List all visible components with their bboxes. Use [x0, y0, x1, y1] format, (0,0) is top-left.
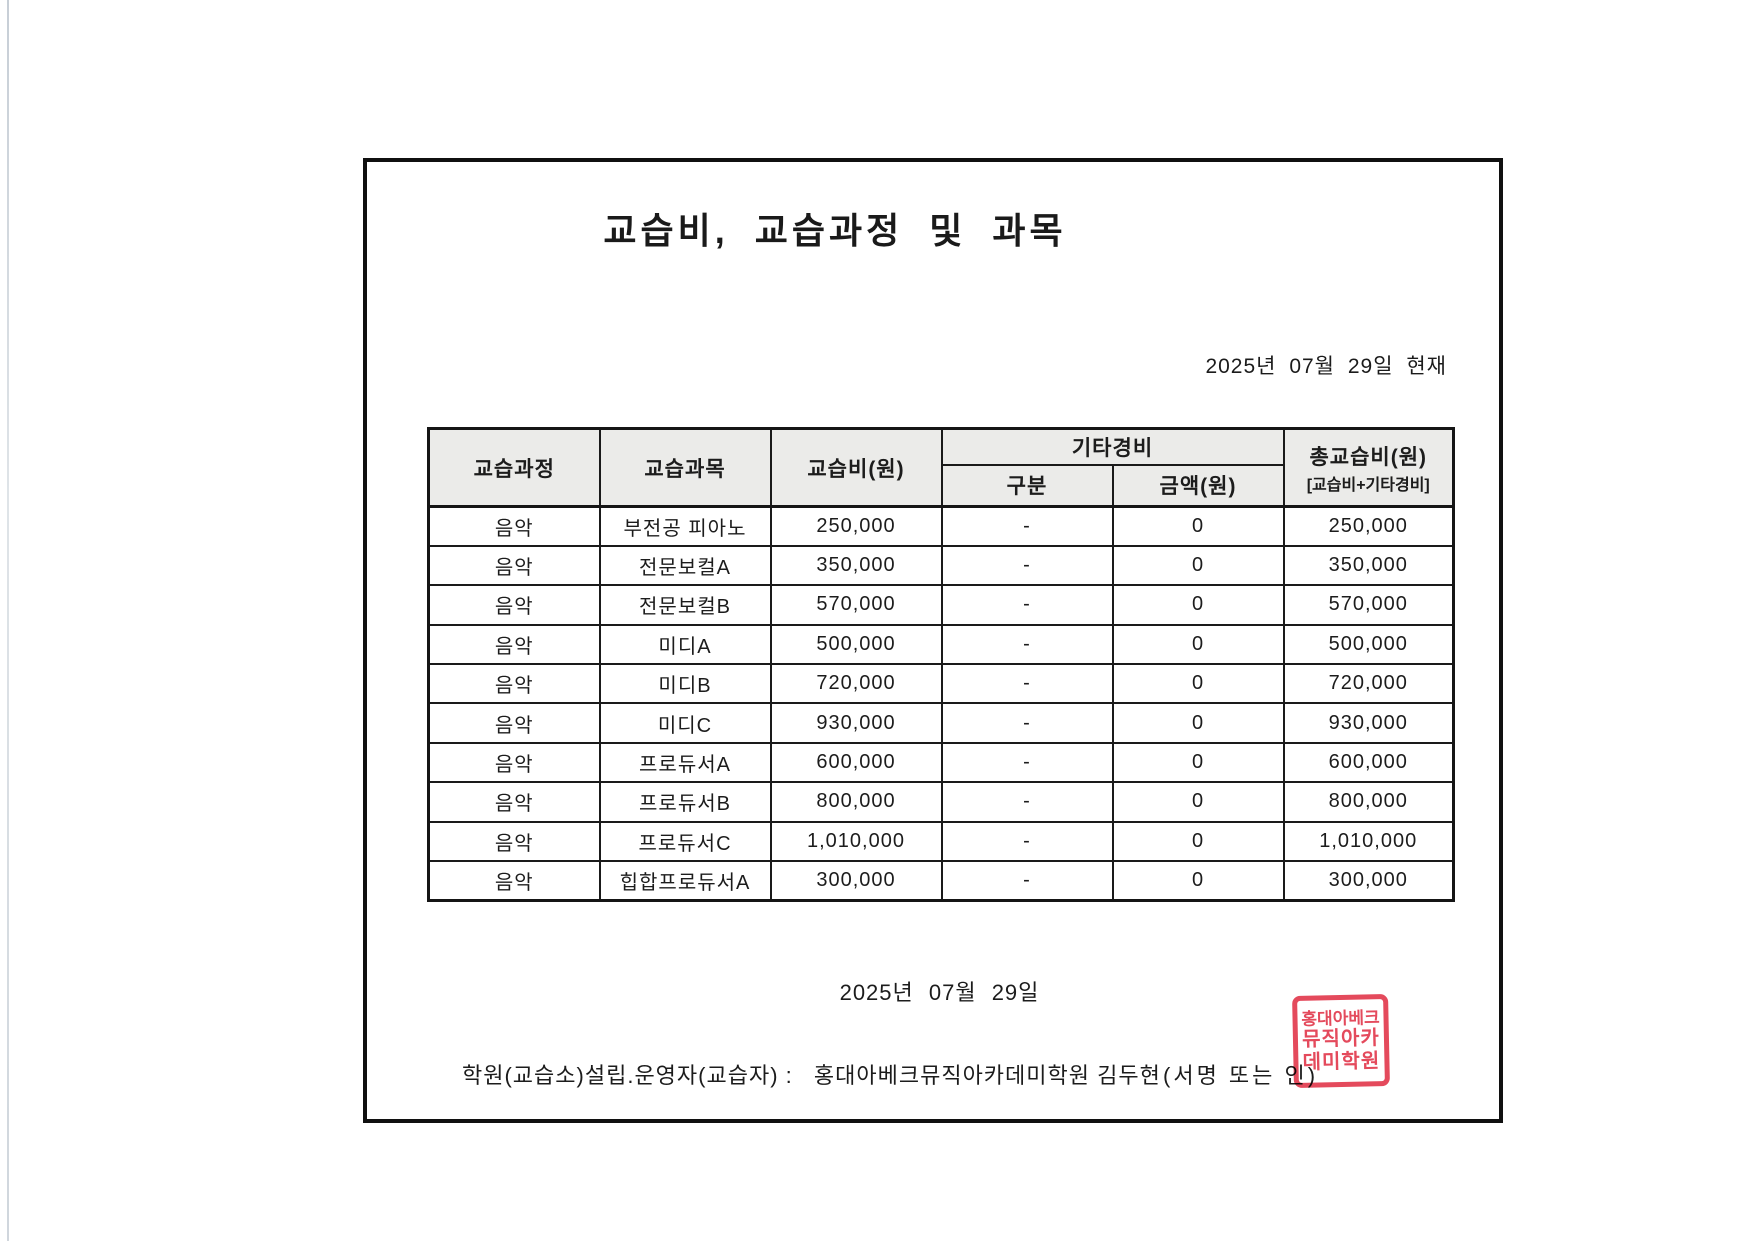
cell-subject: 힙합프로듀서A [598, 860, 772, 902]
cell-tuition: 570,000 [769, 584, 943, 626]
cell-course: 음악 [427, 623, 601, 666]
table-row: 음악 부전공 피아노 250,000 - 0 250,000 [427, 505, 1455, 547]
cell-other-amount: 0 [1111, 544, 1285, 587]
cell-subject: 프로듀서C [598, 820, 772, 863]
table-row: 음악 프로듀서A 600,000 - 0 600,000 [427, 741, 1455, 784]
cell-course: 음악 [427, 860, 601, 902]
cell-course: 음악 [427, 702, 601, 744]
table-row: 음악 프로듀서C 1,010,000 - 0 1,010,000 [427, 820, 1455, 863]
cell-tuition: 930,000 [769, 702, 943, 744]
cell-subject: 미디C [598, 702, 772, 744]
cell-other-category: - [940, 741, 1114, 784]
stamp-line: 데미학원 [1302, 1049, 1381, 1074]
signature-line: 학원(교습소)설립.운영자(교습자) : 홍대아베크뮤직아카데미학원 김두현 [462, 1058, 1161, 1090]
signature-label: 학원(교습소)설립.운영자(교습자) : [462, 1063, 793, 1088]
cell-tuition: 250,000 [769, 505, 943, 547]
table-row: 음악 미디C 930,000 - 0 930,000 [427, 702, 1455, 744]
scan-edge-artifact [7, 0, 9, 1241]
cell-subject: 프로듀서B [598, 781, 772, 823]
cell-tuition: 300,000 [769, 860, 943, 902]
as-of-date: 2025년 07월 29일 현재 [1205, 355, 1447, 378]
cell-other-category: - [940, 584, 1114, 626]
stamp-line: 홍대아베크 [1301, 1008, 1380, 1029]
column-header-total: 총교습비(원) [교습비+기타경비] [1282, 427, 1455, 508]
cell-course: 음악 [427, 505, 601, 547]
cell-other-amount: 0 [1111, 781, 1285, 823]
cell-other-amount: 0 [1111, 584, 1285, 626]
cell-other-amount: 0 [1111, 505, 1285, 547]
cell-course: 음악 [427, 663, 601, 705]
cell-other-category: - [940, 702, 1114, 744]
cell-total: 720,000 [1282, 663, 1455, 705]
column-header-other-expenses: 기타경비 [940, 427, 1285, 466]
operator-name: 홍대아베크뮤직아카데미학원 김두현 [813, 1063, 1161, 1088]
cell-total: 300,000 [1282, 860, 1455, 902]
cell-other-amount: 0 [1111, 741, 1285, 784]
cell-course: 음악 [427, 584, 601, 626]
cell-other-amount: 0 [1111, 663, 1285, 705]
cell-subject: 전문보컬B [598, 584, 772, 626]
cell-course: 음악 [427, 544, 601, 587]
column-header-total-line1: 총교습비(원) [1309, 445, 1428, 469]
cell-total: 800,000 [1282, 781, 1455, 823]
document-border-frame: 교습비, 교습과정 및 과목 2025년 07월 29일 현재 교습과정 교습과… [363, 158, 1503, 1123]
table-row: 음악 미디A 500,000 - 0 500,000 [427, 623, 1455, 666]
table-row: 음악 힙합프로듀서A 300,000 - 0 300,000 [427, 860, 1455, 902]
tuition-fee-table: 교습과정 교습과목 교습비(원) 기타경비 총교습비(원) [교습비+기타경비]… [427, 427, 1455, 902]
issue-date: 2025년 07월 29일 [839, 980, 1040, 1005]
stamp-line: 뮤직아카 [1301, 1027, 1380, 1051]
cell-total: 600,000 [1282, 741, 1455, 784]
cell-course: 음악 [427, 741, 601, 784]
cell-other-amount: 0 [1111, 860, 1285, 902]
column-header-other-category: 구분 [940, 463, 1114, 508]
cell-other-amount: 0 [1111, 623, 1285, 666]
column-header-course: 교습과정 [427, 427, 601, 508]
cell-other-category: - [940, 505, 1114, 547]
cell-course: 음악 [427, 820, 601, 863]
cell-other-category: - [940, 820, 1114, 863]
table-row: 음악 전문보컬A 350,000 - 0 350,000 [427, 544, 1455, 587]
cell-other-category: - [940, 544, 1114, 587]
cell-subject: 부전공 피아노 [598, 505, 772, 547]
cell-subject: 전문보컬A [598, 544, 772, 587]
table-row: 음악 프로듀서B 800,000 - 0 800,000 [427, 781, 1455, 823]
seal-note: (서명 또는 인) [1163, 1063, 1319, 1088]
column-header-other-amount: 금액(원) [1111, 463, 1285, 508]
cell-other-category: - [940, 781, 1114, 823]
cell-tuition: 800,000 [769, 781, 943, 823]
table-row: 음악 전문보컬B 570,000 - 0 570,000 [427, 584, 1455, 626]
cell-tuition: 350,000 [769, 544, 943, 587]
cell-other-category: - [940, 860, 1114, 902]
cell-course: 음악 [427, 781, 601, 823]
cell-total: 500,000 [1282, 623, 1455, 666]
cell-total: 930,000 [1282, 702, 1455, 744]
cell-total: 570,000 [1282, 584, 1455, 626]
cell-other-amount: 0 [1111, 820, 1285, 863]
cell-tuition: 600,000 [769, 741, 943, 784]
cell-subject: 미디B [598, 663, 772, 705]
cell-total: 1,010,000 [1282, 820, 1455, 863]
cell-other-amount: 0 [1111, 702, 1285, 744]
official-stamp: 홍대아베크 뮤직아카 데미학원 [1292, 994, 1390, 1088]
page-title: 교습비, 교습과정 및 과목 [603, 210, 1067, 251]
cell-tuition: 500,000 [769, 623, 943, 666]
cell-tuition: 720,000 [769, 663, 943, 705]
cell-subject: 프로듀서A [598, 741, 772, 784]
cell-total: 350,000 [1282, 544, 1455, 587]
cell-subject: 미디A [598, 623, 772, 666]
cell-tuition: 1,010,000 [769, 820, 943, 863]
cell-other-category: - [940, 623, 1114, 666]
column-header-tuition: 교습비(원) [769, 427, 943, 508]
column-header-subject: 교습과목 [598, 427, 772, 508]
column-header-total-line2: [교습비+기타경비] [1306, 476, 1430, 494]
table-row: 음악 미디B 720,000 - 0 720,000 [427, 663, 1455, 705]
cell-total: 250,000 [1282, 505, 1455, 547]
cell-other-category: - [940, 663, 1114, 705]
